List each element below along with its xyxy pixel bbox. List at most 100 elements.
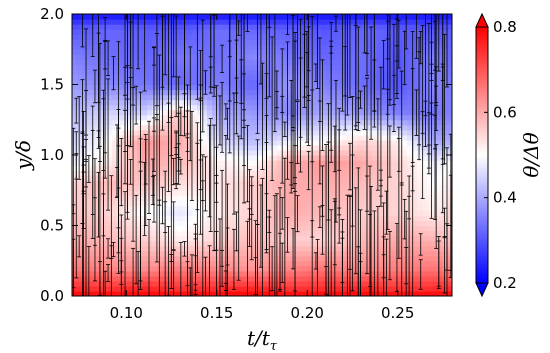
heatmap-cell — [437, 119, 443, 126]
heatmap-cell — [152, 24, 158, 30]
heatmap-cell — [112, 160, 118, 166]
heatmap-cell — [152, 235, 158, 242]
heatmap-cell — [167, 44, 173, 50]
heatmap-cell — [247, 260, 253, 267]
heatmap-cell — [412, 89, 418, 96]
heatmap-cell — [172, 205, 178, 211]
heatmap-cell — [362, 134, 368, 141]
error-bar — [295, 101, 300, 164]
heatmap-cell — [317, 285, 323, 292]
heatmap-cell — [337, 44, 343, 50]
heatmap-cell — [322, 14, 328, 20]
heatmap-cell — [427, 240, 433, 247]
heatmap-cell — [237, 290, 243, 296]
heatmap-cell — [382, 270, 388, 277]
heatmap-cell — [272, 180, 278, 186]
heatmap-cell — [362, 265, 368, 272]
heatmap-cell — [237, 149, 243, 156]
heatmap-cell — [212, 185, 218, 191]
heatmap-cell — [77, 144, 83, 151]
heatmap-cell — [212, 54, 218, 60]
heatmap-cell — [102, 260, 108, 267]
heatmap-cell — [287, 69, 293, 76]
heatmap-cell — [342, 205, 348, 211]
heatmap-cell — [162, 79, 168, 86]
heatmap-cell — [447, 225, 452, 232]
heatmap-cell — [192, 149, 198, 156]
heatmap-cell — [237, 54, 243, 60]
error-bar — [381, 254, 386, 279]
heatmap-cell — [412, 69, 418, 76]
heatmap-cell — [187, 255, 193, 262]
heatmap-cell — [262, 64, 268, 70]
heatmap-cell — [302, 149, 308, 156]
heatmap-cell — [112, 149, 118, 156]
heatmap-cell — [192, 59, 198, 65]
heatmap-cell — [237, 89, 243, 96]
heatmap-cell — [197, 59, 203, 65]
heatmap-cell — [187, 235, 193, 242]
heatmap-cell — [357, 149, 363, 156]
heatmap-cell — [417, 170, 423, 176]
heatmap-cell — [117, 139, 123, 146]
heatmap-cell — [372, 185, 378, 191]
heatmap-cell — [372, 124, 378, 131]
heatmap-cell — [412, 210, 418, 217]
heatmap-cell — [287, 29, 293, 35]
heatmap-cell — [232, 109, 238, 116]
heatmap-cell — [107, 119, 113, 126]
heatmap-cell — [152, 54, 158, 60]
heatmap-cell — [227, 195, 233, 201]
heatmap-cell — [142, 245, 148, 252]
heatmap-cell — [237, 29, 243, 35]
heatmap-cell — [272, 190, 278, 196]
heatmap-cell — [112, 79, 118, 86]
heatmap-cell — [367, 99, 373, 106]
heatmap-cell — [207, 235, 213, 242]
heatmap-cell — [427, 250, 433, 257]
x-tick-label: 0.10 — [110, 304, 143, 322]
heatmap-cell — [327, 29, 333, 35]
heatmap-cell — [357, 190, 363, 196]
heatmap-cell — [197, 175, 203, 181]
heatmap-cell — [312, 200, 318, 206]
heatmap-cell — [432, 285, 438, 292]
heatmap-cell — [377, 104, 383, 111]
heatmap-cell — [302, 275, 308, 282]
heatmap-cell — [357, 89, 363, 96]
heatmap-cell — [327, 14, 333, 20]
heatmap-cell — [127, 175, 133, 181]
heatmap-cell — [177, 240, 183, 247]
heatmap-cell — [72, 250, 78, 257]
heatmap-cell — [417, 255, 423, 262]
heatmap-cell — [267, 59, 273, 65]
heatmap-cell — [132, 285, 138, 292]
heatmap-cell — [207, 109, 213, 116]
error-bar — [123, 191, 128, 296]
heatmap-cell — [277, 134, 283, 141]
heatmap-cell — [207, 69, 213, 76]
heatmap-cell — [447, 265, 452, 272]
heatmap-cell — [302, 180, 308, 186]
heatmap-cell — [87, 114, 93, 121]
heatmap-cell — [287, 265, 293, 272]
heatmap-cell — [387, 195, 393, 201]
heatmap-cell — [257, 39, 263, 45]
heatmap-cell — [342, 59, 348, 65]
heatmap-cell — [247, 44, 253, 50]
heatmap-cell — [197, 139, 203, 146]
heatmap-cell — [147, 165, 153, 171]
heatmap-cell — [87, 29, 93, 35]
heatmap-cell — [237, 119, 243, 126]
heatmap-cell — [197, 134, 203, 141]
heatmap-cell — [287, 109, 293, 116]
heatmap-cell — [107, 69, 113, 76]
heatmap-cell — [262, 265, 268, 272]
heatmap-cell — [412, 240, 418, 247]
error-bar — [116, 187, 121, 254]
heatmap-cell — [427, 210, 433, 217]
heatmap-cell — [252, 170, 258, 176]
heatmap-cell — [322, 34, 328, 40]
heatmap-cell — [152, 205, 158, 211]
heatmap-cell — [112, 230, 118, 237]
